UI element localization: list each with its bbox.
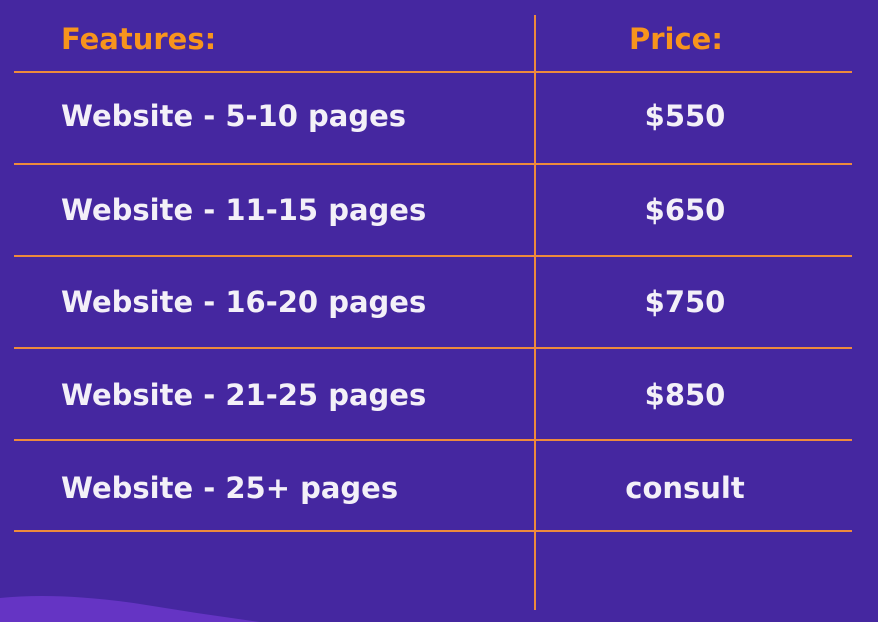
header-price: Price:	[629, 22, 723, 56]
feature-cell: Website - 11-15 pages	[61, 193, 427, 227]
price-cell: consult	[625, 471, 745, 505]
feature-cell: Website - 5-10 pages	[61, 99, 407, 133]
row-divider	[14, 71, 852, 73]
row-divider	[14, 163, 852, 165]
feature-cell: Website - 21-25 pages	[61, 378, 427, 412]
price-cell: $550	[644, 99, 726, 133]
column-divider	[534, 15, 536, 610]
row-divider	[14, 347, 852, 349]
price-cell: $850	[644, 378, 726, 412]
row-divider	[14, 439, 852, 441]
price-cell: $750	[644, 285, 726, 319]
feature-cell: Website - 16-20 pages	[61, 285, 427, 319]
header-features: Features:	[61, 22, 217, 56]
feature-cell: Website - 25+ pages	[61, 471, 399, 505]
row-divider	[14, 530, 852, 532]
background-blob	[0, 596, 260, 622]
price-cell: $650	[644, 193, 726, 227]
row-divider	[14, 255, 852, 257]
